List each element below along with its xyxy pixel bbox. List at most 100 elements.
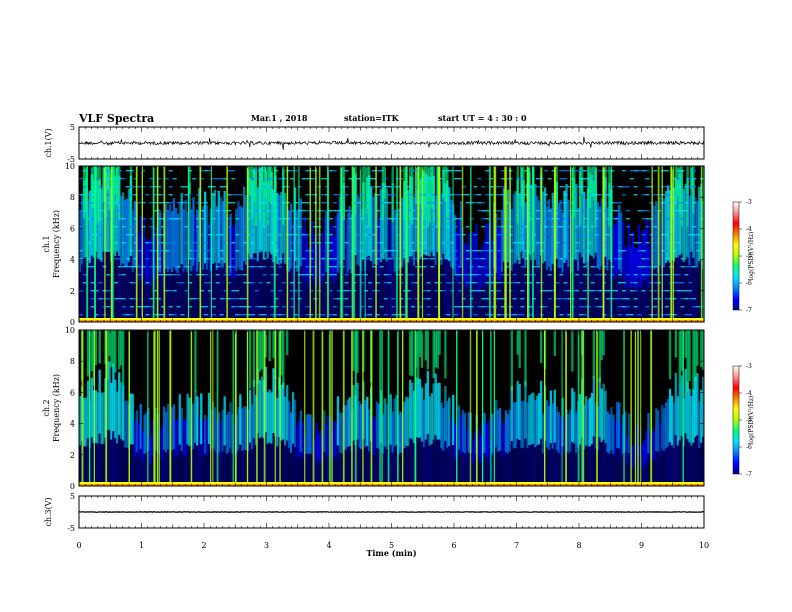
spectrogram-cell xyxy=(442,170,445,254)
spectrogram-cell xyxy=(614,202,619,204)
spectrogram-cell xyxy=(637,210,642,212)
spectrogram-cell xyxy=(440,194,443,265)
spectrogram-cell xyxy=(381,453,385,486)
spectrogram-cell xyxy=(688,195,691,266)
spectrogram-cell xyxy=(282,382,285,440)
spectrogram-cell xyxy=(114,258,119,260)
spectrogram-cell xyxy=(344,219,347,276)
spectrogram-cell xyxy=(418,437,422,486)
spectrogram-cell xyxy=(141,218,146,220)
spectrogram-cell xyxy=(454,274,458,276)
spectrogram-cell xyxy=(520,250,525,252)
spectrogram-cell xyxy=(143,217,146,276)
spectrogram-cell xyxy=(399,274,404,276)
spectrogram-cell xyxy=(442,202,447,204)
spectrogram-cell xyxy=(666,185,670,261)
spectrogram-cell xyxy=(555,242,560,244)
spectrogram-cell xyxy=(477,266,482,268)
spectrogram-cell xyxy=(239,274,244,276)
spectrogram-cell xyxy=(432,330,435,379)
spectrogram-cell xyxy=(258,438,262,486)
spectrogram-cell xyxy=(411,250,415,252)
spectrogram-cell xyxy=(332,170,337,172)
spectrogram-cell xyxy=(637,314,642,316)
spectrogram-cell xyxy=(676,178,681,180)
spectrogram-cell xyxy=(336,266,341,268)
spectrogram-cell xyxy=(297,298,302,300)
spectrogram-cell xyxy=(555,406,558,451)
spectrogram-cell xyxy=(118,218,122,220)
spectrogram-cell xyxy=(137,202,142,204)
spectrogram-cell xyxy=(512,448,515,486)
spectrogram-cell xyxy=(676,257,680,322)
spectrogram-cell xyxy=(79,210,83,212)
spectrogram-cell xyxy=(223,190,226,263)
spectrogram-cell xyxy=(645,226,650,228)
spectrogram-cell xyxy=(172,449,176,486)
spectrogram-cell xyxy=(88,262,92,322)
spectrogram-cell xyxy=(90,194,95,196)
spectrogram-cell xyxy=(204,191,207,264)
spectrogram-cell xyxy=(579,306,583,308)
spectrogram-cell xyxy=(518,193,521,265)
spectrogram-cell xyxy=(473,274,478,276)
spectrogram-cell xyxy=(141,226,146,228)
spectrogram-cell xyxy=(282,330,285,389)
spectrogram-cell xyxy=(205,455,209,486)
spectrogram-cell xyxy=(536,196,539,266)
spectrogram-cell xyxy=(438,274,443,276)
spectrogram-cell xyxy=(379,242,384,244)
spectrogram-cell xyxy=(256,433,260,486)
spectrogram-cell xyxy=(254,166,258,227)
spectrogram-cell xyxy=(379,218,384,220)
spectrogram-cell xyxy=(264,432,267,486)
spectrogram-cell xyxy=(674,166,678,206)
spectrogram-cell xyxy=(155,226,158,280)
spectrogram-cell xyxy=(686,166,689,227)
spectrogram-cell xyxy=(481,226,486,228)
spectrogram-cell xyxy=(684,330,687,358)
spectrogram-cell xyxy=(418,378,422,438)
spectrogram-cell xyxy=(555,250,560,252)
spectrogram-cell xyxy=(500,210,505,212)
spectrogram-cell xyxy=(131,393,135,445)
colorbar-tick-label: -5 xyxy=(746,417,752,424)
spectrogram-cell xyxy=(227,266,232,268)
spectrogram-cell xyxy=(375,265,379,322)
x-tick-label: 4 xyxy=(326,541,331,550)
spectrogram-cell xyxy=(268,389,271,443)
spectrogram-cell xyxy=(614,218,619,220)
spectrogram-cell xyxy=(563,178,568,180)
spectrogram-cell xyxy=(344,274,349,276)
spectrogram-cell xyxy=(651,427,654,460)
spectrogram-cell xyxy=(356,194,359,265)
spectrogram-cell xyxy=(79,226,83,228)
spectrogram-cell xyxy=(219,457,222,486)
spectrogram-cell xyxy=(496,210,501,212)
spectrogram-cell xyxy=(401,197,404,267)
spectrogram-cell xyxy=(575,186,579,188)
spectrogram-cell xyxy=(426,178,431,180)
spectrogram-cell xyxy=(524,438,527,486)
spectrogram-cell xyxy=(258,380,262,439)
spectrogram-cell xyxy=(422,218,427,220)
spectrogram-cell xyxy=(235,306,240,308)
spectrogram-cell xyxy=(321,281,324,322)
spectrogram-cell xyxy=(407,298,412,300)
spectrogram-cell xyxy=(409,256,412,322)
spectrogram-cell xyxy=(284,445,287,486)
spectrogram-cell xyxy=(153,266,158,268)
spectrogram-cell xyxy=(200,290,204,292)
spectrogram-cell xyxy=(282,166,285,225)
spectrogram-cell xyxy=(450,290,454,292)
spectrogram-cell xyxy=(379,266,384,268)
y-tick-label: 10 xyxy=(65,326,75,335)
spectrogram-cell xyxy=(653,282,658,284)
spectrogram-cell xyxy=(395,395,398,446)
sferic-line xyxy=(397,330,399,486)
spectrogram-cell xyxy=(555,166,558,215)
spectrogram-cell xyxy=(625,306,630,308)
spectrogram-cell xyxy=(178,268,181,322)
spectrogram-cell xyxy=(139,274,142,322)
x-tick-label: 1 xyxy=(139,541,144,550)
